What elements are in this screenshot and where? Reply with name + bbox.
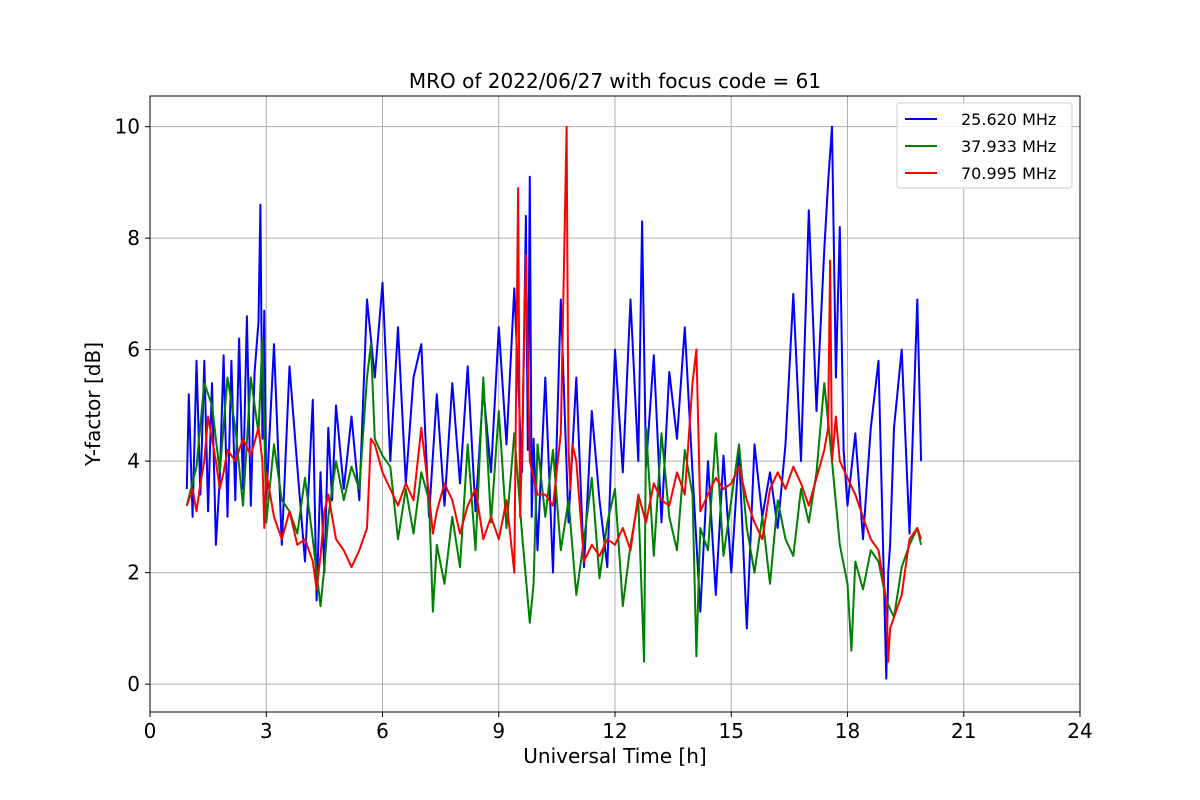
y-axis-label: Y-factor [dB] bbox=[81, 342, 105, 467]
x-tick-label: 21 bbox=[951, 719, 976, 743]
x-tick-label: 18 bbox=[835, 719, 860, 743]
legend-label-3: 70.995 MHz bbox=[961, 164, 1056, 183]
x-axis-label: Universal Time [h] bbox=[523, 744, 706, 768]
y-tick-label: 0 bbox=[127, 672, 140, 696]
series-line-2 bbox=[185, 337, 923, 663]
y-tick-label: 6 bbox=[127, 338, 140, 362]
series-lines bbox=[185, 125, 923, 680]
legend-box bbox=[896, 102, 1073, 189]
x-tick-label: 15 bbox=[719, 719, 744, 743]
x-tick-label: 3 bbox=[260, 719, 273, 743]
y-tick-label: 4 bbox=[127, 449, 140, 473]
chart-title: MRO of 2022/06/27 with focus code = 61 bbox=[409, 69, 821, 93]
x-tick-label: 0 bbox=[144, 719, 157, 743]
y-tick-label: 8 bbox=[127, 226, 140, 250]
y-tick-label: 10 bbox=[115, 115, 140, 139]
y-tick-label: 2 bbox=[127, 561, 140, 585]
x-tick-label: 24 bbox=[1067, 719, 1092, 743]
x-tick-label: 6 bbox=[376, 719, 389, 743]
legend-label-2: 37.933 MHz bbox=[961, 137, 1056, 156]
x-tick-label: 9 bbox=[492, 719, 505, 743]
legend: 25.620 MHz 37.933 MHz 70.995 MHz bbox=[896, 102, 1073, 189]
series-line-3 bbox=[185, 125, 923, 663]
x-tick-label: 12 bbox=[602, 719, 627, 743]
legend-label-1: 25.620 MHz bbox=[961, 110, 1056, 129]
